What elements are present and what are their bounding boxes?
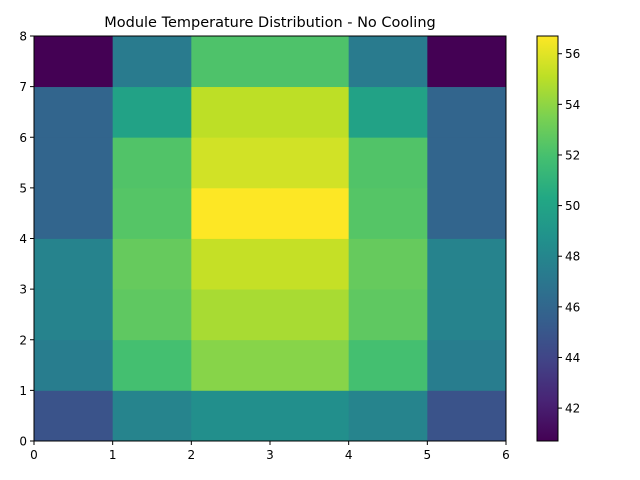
heatmap-cell xyxy=(191,86,271,138)
heatmap-cell xyxy=(270,137,350,189)
heatmap-cell xyxy=(427,339,507,391)
x-tick-label: 5 xyxy=(424,448,432,462)
heatmap-cell xyxy=(112,36,192,88)
chart-title: Module Temperature Distribution - No Coo… xyxy=(104,15,435,31)
heatmap-cells xyxy=(34,36,507,442)
heatmap-cell xyxy=(348,86,428,138)
heatmap-cell xyxy=(34,238,114,290)
heatmap-cell xyxy=(427,187,507,239)
colorbar-tick-label: 46 xyxy=(565,300,580,314)
y-tick-label: 5 xyxy=(19,181,27,195)
heatmap-cell xyxy=(112,238,192,290)
colorbar-gradient xyxy=(537,36,558,441)
heatmap-cell xyxy=(270,187,350,239)
heatmap-cell xyxy=(34,36,114,88)
heatmap-cell xyxy=(348,289,428,341)
x-tick-label: 3 xyxy=(266,448,274,462)
heatmap-cell xyxy=(112,86,192,138)
y-tick-label: 1 xyxy=(19,384,27,398)
heatmap-cell xyxy=(191,137,271,189)
heatmap-cell xyxy=(34,289,114,341)
heatmap-cell xyxy=(427,390,507,442)
y-tick-label: 7 xyxy=(19,80,27,94)
heatmap-cell xyxy=(34,86,114,138)
x-axis: 0 1 2 3 4 5 6 xyxy=(30,441,510,462)
colorbar-tick-label: 50 xyxy=(565,199,580,213)
colorbar-tick-label: 54 xyxy=(565,98,580,112)
heatmap-cell xyxy=(112,137,192,189)
heatmap-cell xyxy=(270,390,350,442)
heatmap-cell xyxy=(34,339,114,391)
heatmap-cell xyxy=(348,36,428,88)
heatmap-cell xyxy=(191,390,271,442)
heatmap-cell xyxy=(427,36,507,88)
colorbar-tick-label: 56 xyxy=(565,47,580,61)
heatmap-cell xyxy=(34,137,114,189)
heatmap-cell xyxy=(427,86,507,138)
colorbar-tick-label: 44 xyxy=(565,351,580,365)
colorbar-frame xyxy=(536,35,559,442)
colorbar: 42 44 46 48 50 52 54 56 xyxy=(536,35,580,442)
heatmap-cell xyxy=(348,137,428,189)
heatmap-cell xyxy=(427,238,507,290)
y-tick-label: 6 xyxy=(19,131,27,145)
y-tick-label: 4 xyxy=(19,232,27,246)
heatmap-cell xyxy=(348,238,428,290)
heatmap-cell xyxy=(191,36,271,88)
x-tick-label: 6 xyxy=(502,448,510,462)
heatmap-cell xyxy=(112,187,192,239)
colorbar-ticks: 42 44 46 48 50 52 54 56 xyxy=(558,47,580,416)
heatmap-cell xyxy=(191,187,271,239)
heatmap-cell xyxy=(34,187,114,239)
heatmap-cell xyxy=(270,339,350,391)
heatmap-cell xyxy=(348,187,428,239)
heatmap-cell xyxy=(427,289,507,341)
colorbar-tick-label: 42 xyxy=(565,402,580,416)
x-tick-label: 1 xyxy=(109,448,117,462)
colorbar-tick-label: 48 xyxy=(565,250,580,264)
colorbar-tick-label: 52 xyxy=(565,148,580,162)
heatmap-cell xyxy=(348,390,428,442)
heatmap-cell xyxy=(270,36,350,88)
x-tick-label: 0 xyxy=(30,448,38,462)
heatmap-cell xyxy=(112,289,192,341)
heatmap-cell xyxy=(427,137,507,189)
y-tick-label: 8 xyxy=(19,30,27,44)
heatmap-cell xyxy=(191,238,271,290)
x-tick-label: 2 xyxy=(188,448,196,462)
heatmap-cell xyxy=(191,289,271,341)
x-tick-label: 4 xyxy=(345,448,353,462)
y-axis: 0 1 2 3 4 5 6 7 8 xyxy=(19,30,34,449)
heatmap-cell xyxy=(112,339,192,391)
heatmap-cell xyxy=(348,339,428,391)
heatmap-cell xyxy=(34,390,114,442)
heatmap-cell xyxy=(112,390,192,442)
heatmap-cell xyxy=(270,86,350,138)
y-tick-label: 2 xyxy=(19,333,27,347)
y-tick-label: 3 xyxy=(19,283,27,297)
heatmap-cell xyxy=(270,289,350,341)
heatmap-cell xyxy=(191,339,271,391)
y-tick-label: 0 xyxy=(19,435,27,449)
heatmap-cell xyxy=(270,238,350,290)
